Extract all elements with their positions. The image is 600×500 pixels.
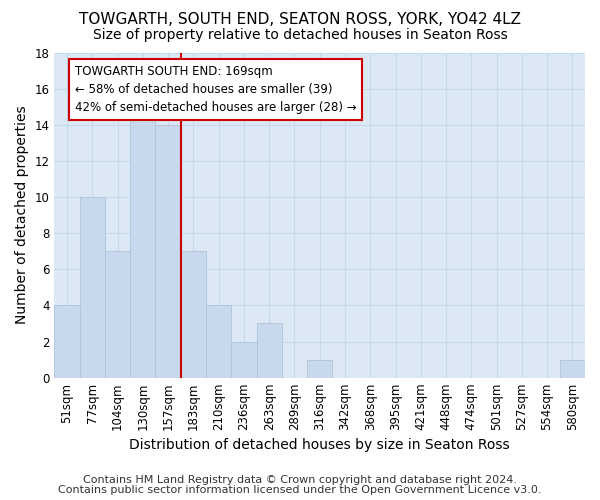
Bar (307, 360, 332, 378)
Text: Size of property relative to detached houses in Seaton Ross: Size of property relative to detached ho… (92, 28, 508, 42)
Text: Contains HM Land Registry data © Crown copyright and database right 2024.: Contains HM Land Registry data © Crown c… (83, 475, 517, 485)
Text: TOWGARTH, SOUTH END, SEATON ROSS, YORK, YO42 4LZ: TOWGARTH, SOUTH END, SEATON ROSS, YORK, … (79, 12, 521, 28)
Bar (181, 251, 206, 378)
Bar (206, 306, 231, 378)
Y-axis label: Number of detached properties: Number of detached properties (15, 106, 29, 324)
Bar (231, 342, 257, 378)
Bar (130, 106, 155, 378)
Bar (257, 324, 282, 378)
Bar (105, 251, 130, 378)
X-axis label: Distribution of detached houses by size in Seaton Ross: Distribution of detached houses by size … (130, 438, 510, 452)
Bar (80, 197, 105, 378)
Text: TOWGARTH SOUTH END: 169sqm
← 58% of detached houses are smaller (39)
42% of semi: TOWGARTH SOUTH END: 169sqm ← 58% of deta… (74, 65, 356, 114)
Bar (560, 360, 585, 378)
Text: Contains public sector information licensed under the Open Government Licence v3: Contains public sector information licen… (58, 485, 542, 495)
Bar (55, 306, 80, 378)
Bar (155, 125, 181, 378)
